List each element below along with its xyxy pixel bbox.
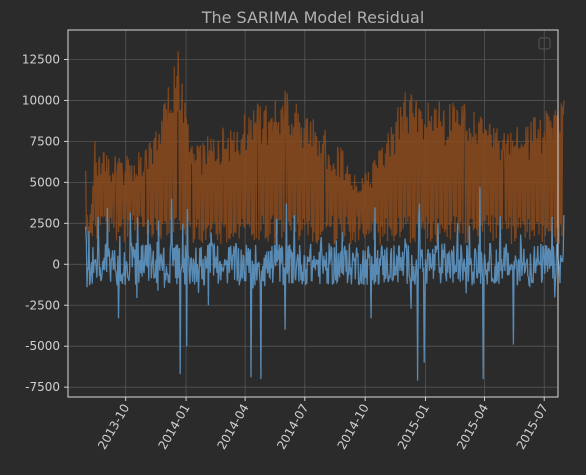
x-tick-label: 2014-01 xyxy=(155,402,192,452)
x-tick-label: 2015-04 xyxy=(454,402,491,452)
x-tick-label: 2015-01 xyxy=(395,402,432,452)
x-tick-label: 2014-04 xyxy=(215,402,252,452)
chart-title: The SARIMA Model Residual xyxy=(201,8,425,27)
y-tick-label: 12500 xyxy=(22,52,60,66)
y-tick-label: 2500 xyxy=(29,216,60,230)
series-line-1 xyxy=(85,51,565,245)
x-tick-label: 2014-07 xyxy=(274,402,311,452)
x-tick-label: 2013-10 xyxy=(95,402,132,452)
y-tick-label: 7500 xyxy=(29,134,60,148)
legend-box xyxy=(538,37,551,50)
y-tick-label: 10000 xyxy=(22,93,60,107)
series-line-2 xyxy=(85,187,565,381)
y-tick-label: -2500 xyxy=(25,298,60,312)
plot-border xyxy=(67,29,559,398)
y-tick-label: -7500 xyxy=(25,380,60,394)
y-tick-label: 5000 xyxy=(29,175,60,189)
x-tick-label: 2015-07 xyxy=(514,402,551,452)
y-tick-label: -5000 xyxy=(25,339,60,353)
y-tick-label: 0 xyxy=(52,257,60,271)
x-tick-label: 2014-10 xyxy=(335,402,372,452)
series-lines xyxy=(67,29,565,398)
